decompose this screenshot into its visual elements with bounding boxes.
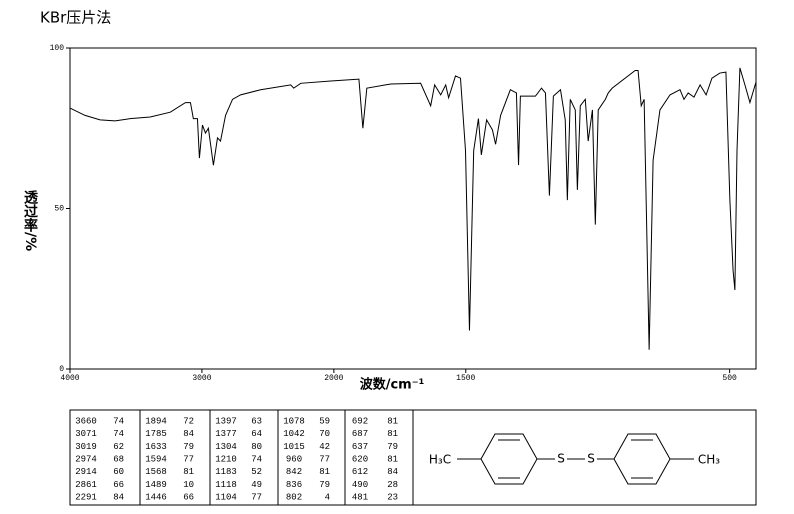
group-label: H₃C [429, 453, 451, 467]
table-cell: 81 [387, 416, 398, 426]
table-cell: 4 [325, 493, 330, 503]
table-cell: 2861 [75, 480, 97, 490]
table-cell: 1377 [215, 429, 237, 439]
table-cell: 612 [352, 467, 368, 477]
table-cell: 1104 [215, 493, 237, 503]
table-cell: 79 [183, 442, 194, 452]
table-cell: 74 [113, 429, 124, 439]
table-cell: 490 [352, 480, 368, 490]
x-axis-label: 波数/cm⁻¹ [360, 377, 425, 393]
table-cell: 1042 [283, 429, 305, 439]
table-cell: 1894 [145, 416, 167, 426]
table-cell: 1210 [215, 454, 237, 464]
table-cell: 79 [319, 480, 330, 490]
y-axis-label: 透过率/% [22, 190, 38, 251]
table-cell: 3071 [75, 429, 97, 439]
table-cell: 1078 [283, 416, 305, 426]
table-cell: 1118 [215, 480, 237, 490]
table-cell: 687 [352, 429, 368, 439]
table-cell: 842 [286, 467, 302, 477]
table-cell: 960 [286, 454, 302, 464]
atom-label: S [587, 452, 595, 466]
benzene-ring [613, 433, 671, 485]
table-cell: 81 [183, 467, 194, 477]
table-cell: 64 [251, 429, 262, 439]
table-cell: 3660 [75, 416, 97, 426]
table-cell: 836 [286, 480, 302, 490]
table-cell: 62 [113, 442, 124, 452]
table-cell: 81 [319, 467, 330, 477]
table-cell: 1397 [215, 416, 237, 426]
table-cell: 2291 [75, 493, 97, 503]
table-cell: 1446 [145, 493, 167, 503]
table-cell: 70 [319, 429, 330, 439]
table-cell: 74 [113, 416, 124, 426]
table-cell: 481 [352, 493, 368, 503]
table-cell: 77 [183, 454, 194, 464]
atom-label: S [557, 452, 565, 466]
x-tick-label: 1500 [456, 374, 475, 383]
y-tick-label: 100 [50, 44, 65, 53]
table-cell: 802 [286, 493, 302, 503]
table-cell: 1568 [145, 467, 167, 477]
table-cell: 1015 [283, 442, 305, 452]
table-cell: 84 [113, 493, 124, 503]
table-cell: 77 [319, 454, 330, 464]
table-cell: 637 [352, 442, 368, 452]
x-tick-label: 4000 [60, 374, 79, 383]
group-label: CH₃ [698, 453, 720, 467]
table-cell: 2914 [75, 467, 97, 477]
table-cell: 1304 [215, 442, 237, 452]
table-cell: 620 [352, 454, 368, 464]
table-cell: 1183 [215, 467, 237, 477]
table-cell: 23 [387, 493, 398, 503]
x-tick-label: 2000 [324, 374, 343, 383]
table-cell: 60 [113, 467, 124, 477]
plot-frame [69, 47, 757, 370]
table-cell: 81 [387, 429, 398, 439]
structure-drawing [457, 433, 694, 485]
table-cell: 79 [387, 442, 398, 452]
table-cell: 77 [251, 493, 262, 503]
chart-title: KBr压片法 [40, 9, 111, 27]
table-cell: 2974 [75, 454, 97, 464]
table-dividers [139, 410, 414, 505]
table-cell: 52 [251, 467, 262, 477]
table-cell: 1489 [145, 480, 167, 490]
table-cell: 72 [183, 416, 194, 426]
table-cell: 692 [352, 416, 368, 426]
table-cell: 81 [387, 454, 398, 464]
table-cell: 66 [183, 493, 194, 503]
table-cell: 3019 [75, 442, 97, 452]
table-cell: 28 [387, 480, 398, 490]
table-cell: 84 [183, 429, 194, 439]
x-tick-label: 3000 [192, 374, 211, 383]
table-cell: 1633 [145, 442, 167, 452]
table-cell: 80 [251, 442, 262, 452]
benzene-ring [480, 433, 538, 485]
table-cell: 68 [113, 454, 124, 464]
table-cell: 84 [387, 467, 398, 477]
table-cell: 49 [251, 480, 262, 490]
spectrum-line [69, 67, 757, 350]
table-cell: 1785 [145, 429, 167, 439]
table-cell: 59 [319, 416, 330, 426]
table-cell: 63 [251, 416, 262, 426]
table-cell: 74 [251, 454, 262, 464]
table-cell: 1594 [145, 454, 167, 464]
table-cell: 42 [319, 442, 330, 452]
table-cell: 10 [183, 480, 194, 490]
y-tick-label: 0 [59, 365, 64, 374]
table-cell: 66 [113, 480, 124, 490]
x-tick-label: 500 [722, 374, 737, 383]
y-tick-label: 50 [54, 205, 64, 214]
